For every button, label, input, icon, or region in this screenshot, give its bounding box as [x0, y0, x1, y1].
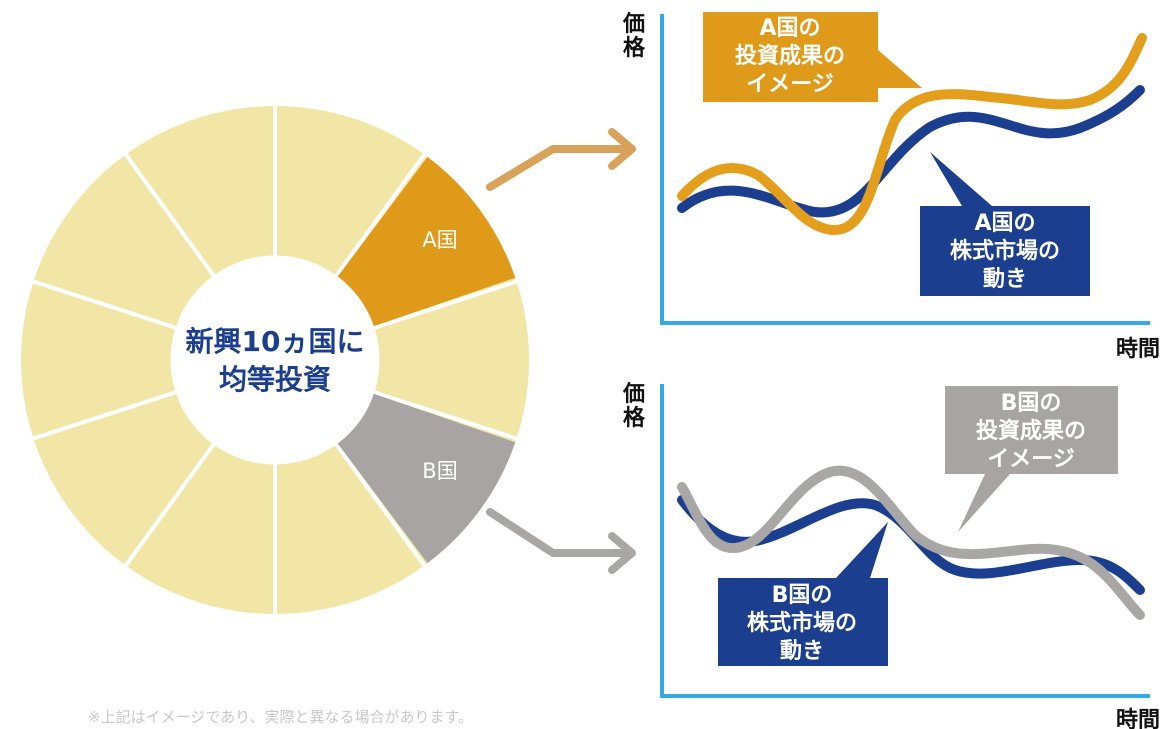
chart-b-investment-callout: B国の 投資成果の イメージ	[945, 386, 1118, 532]
pie-segment-b	[336, 393, 516, 564]
chart-b-market-callout-line-1: B国の	[772, 583, 833, 608]
chart-a-y-label-char-1: 価	[622, 12, 645, 37]
chart-a-investment-callout-line-1: A国の	[759, 16, 820, 41]
chart-a-y-label-char-2: 格	[623, 35, 646, 61]
pie-divider	[372, 389, 520, 442]
chart-b-axes	[660, 384, 1150, 698]
chart-a: 価 格 時間 A国の 投資成果の イメージ A国の 株式市場の 動き	[622, 12, 1160, 362]
chart-b: 価 格 時間 B国の 投資成果の イメージ B国の 株式市場の 動き	[622, 382, 1160, 729]
chart-b-market-callout-line-3: 動き	[780, 639, 824, 664]
pie-divider	[333, 151, 428, 278]
pie-divider	[122, 442, 217, 569]
segment-a-label: A国	[422, 228, 457, 252]
pie-center-hole	[170, 255, 380, 465]
chart-b-market-callout-line-2: 株式市場の	[747, 610, 857, 636]
chart-b-investment-callout-line-1: B国の	[1001, 391, 1062, 416]
footnote: ※上記はイメージであり、実際と異なる場合があります。	[88, 708, 474, 726]
pie-divider	[372, 278, 520, 331]
chart-b-x-label: 時間	[1116, 708, 1160, 729]
chart-a-axes	[660, 14, 1150, 325]
segment-b-label: B国	[422, 459, 457, 483]
chart-b-investment-callout-line-3: イメージ	[987, 447, 1075, 472]
chart-a-market-callout: A国の 株式市場の 動き	[920, 152, 1090, 296]
pie-divider	[333, 442, 428, 569]
pie-chart: A国 B国 新興10ヵ国に 均等投資	[21, 104, 529, 616]
chart-b-market-callout: B国の 株式市場の 動き	[718, 522, 888, 666]
chart-b-investment-callout-line-2: 投資成果の	[976, 418, 1086, 444]
chart-a-investment-callout: A国の 投資成果の イメージ	[703, 12, 922, 102]
chart-a-market-callout-line-1: A国の	[974, 211, 1035, 236]
chart-a-investment-callout-line-2: 投資成果の	[735, 43, 845, 69]
chart-b-y-label-char-1: 価	[622, 382, 645, 407]
pie-divider	[122, 151, 217, 278]
arrow-to-chart-a	[486, 128, 636, 191]
chart-a-x-label: 時間	[1116, 337, 1160, 362]
pie-dividers	[30, 104, 520, 616]
chart-a-market-callout-line-3: 動き	[983, 267, 1027, 292]
chart-b-investment-line	[677, 465, 1145, 620]
chart-b-y-label-char-2: 格	[623, 405, 646, 431]
arrow-to-chart-b	[486, 508, 636, 574]
chart-a-investment-callout-line-3: イメージ	[746, 72, 834, 97]
pie-center-line-1: 新興10ヵ国に	[186, 325, 365, 358]
pie-divider	[30, 389, 178, 442]
chart-a-market-line	[677, 85, 1145, 218]
pie-segment-a	[336, 156, 516, 327]
chart-a-investment-line	[677, 33, 1147, 236]
chart-a-market-callout-line-2: 株式市場の	[950, 238, 1060, 264]
pie-center-line-2: 均等投資	[219, 363, 331, 396]
pie-divider	[30, 278, 178, 331]
